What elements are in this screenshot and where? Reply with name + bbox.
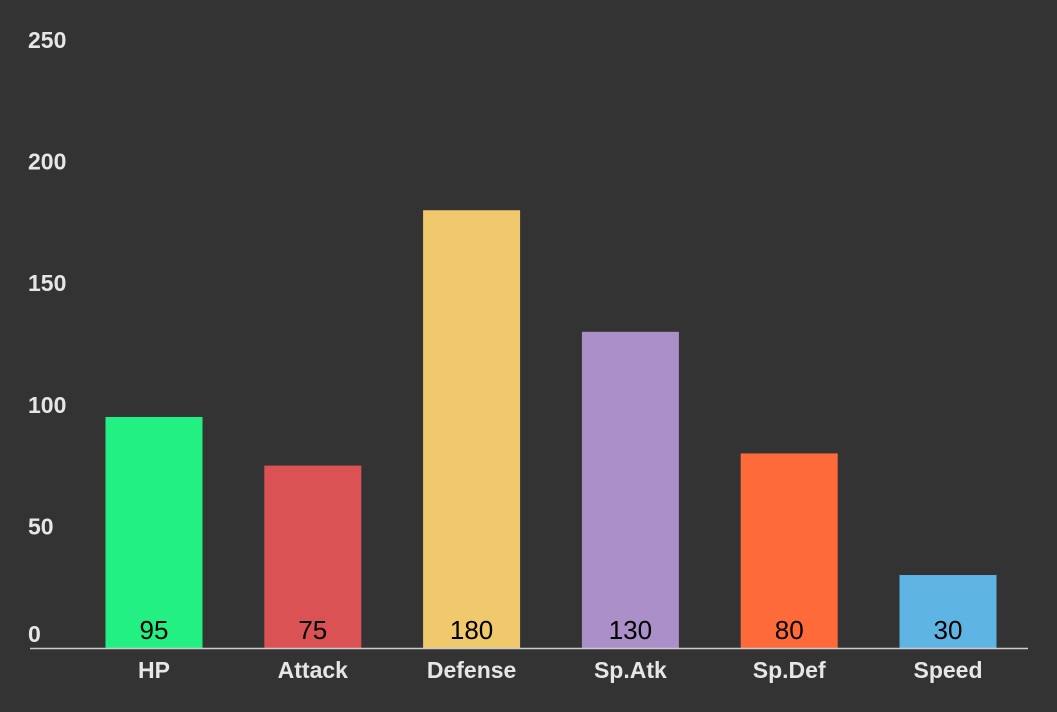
x-category-label: Speed bbox=[913, 657, 982, 683]
bar-value-label: 80 bbox=[775, 615, 804, 645]
y-tick-label: 250 bbox=[28, 27, 66, 53]
value-labels: 95 75 180 130 80 30 bbox=[140, 615, 963, 645]
bar-speed bbox=[899, 575, 997, 648]
x-category-label: Attack bbox=[278, 657, 349, 683]
bar-hp bbox=[105, 416, 203, 648]
y-tick-label: 200 bbox=[28, 149, 66, 175]
bar-sp-atk bbox=[581, 331, 679, 648]
y-axis-ticks: 0 50 100 150 200 250 bbox=[28, 27, 66, 647]
bar-value-label: 30 bbox=[934, 615, 963, 645]
bars bbox=[105, 210, 997, 649]
bar-value-label: 180 bbox=[450, 615, 493, 645]
category-labels: HP Attack Defense Sp.Atk Sp.Def Speed bbox=[138, 657, 982, 683]
x-category-label: HP bbox=[138, 657, 170, 683]
bar-sp-def bbox=[740, 453, 838, 648]
y-tick-label: 100 bbox=[28, 392, 66, 418]
y-tick-label: 50 bbox=[28, 513, 54, 539]
bar-value-label: 75 bbox=[298, 615, 327, 645]
bar-value-label: 95 bbox=[140, 615, 169, 645]
x-category-label: Sp.Atk bbox=[594, 657, 667, 683]
x-category-label: Sp.Def bbox=[753, 657, 826, 683]
x-category-label: Defense bbox=[427, 657, 516, 683]
y-tick-label: 0 bbox=[28, 621, 41, 647]
bar-defense bbox=[423, 210, 521, 649]
bar-attack bbox=[264, 465, 362, 648]
y-tick-label: 150 bbox=[28, 270, 66, 296]
bar-value-label: 130 bbox=[609, 615, 652, 645]
